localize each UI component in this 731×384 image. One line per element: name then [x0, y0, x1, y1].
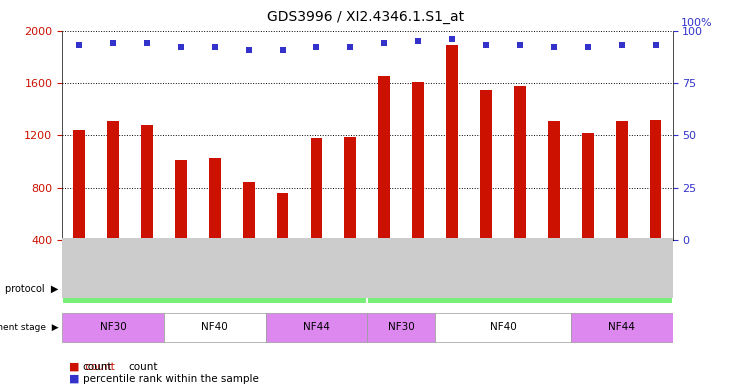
Bar [175, 160, 186, 240]
Text: NF30: NF30 [99, 322, 126, 333]
Text: NF44: NF44 [608, 322, 635, 333]
Bar [650, 120, 662, 240]
Text: count: count [83, 362, 112, 372]
Bar [276, 193, 289, 240]
Point [650, 42, 662, 48]
Bar [243, 182, 254, 240]
Bar [62, 313, 164, 342]
Bar [582, 133, 594, 240]
Point [243, 46, 254, 53]
Bar [514, 86, 526, 240]
Bar [311, 138, 322, 240]
Text: ■: ■ [69, 362, 80, 372]
Bar [164, 313, 265, 342]
Point [209, 45, 221, 51]
Text: 100%: 100% [681, 18, 713, 28]
Bar [446, 45, 458, 240]
Bar [344, 137, 356, 240]
Text: NF40: NF40 [201, 322, 228, 333]
Point [514, 42, 526, 48]
Point [446, 36, 458, 42]
Bar [62, 274, 367, 304]
Text: Rfx6 knockdown morpholino (MO1): Rfx6 knockdown morpholino (MO1) [123, 284, 306, 294]
Bar [141, 125, 153, 240]
Bar [367, 313, 435, 342]
Point [107, 40, 119, 46]
Text: percentile rank within the sample: percentile rank within the sample [83, 374, 259, 384]
Text: development stage  ▶: development stage ▶ [0, 323, 58, 332]
Text: protocol  ▶: protocol ▶ [5, 284, 58, 294]
Bar [412, 82, 424, 240]
Point [277, 46, 289, 53]
Text: ■  count: ■ count [69, 362, 115, 372]
Text: Control morpholino (MM): Control morpholino (MM) [455, 284, 585, 294]
Bar [379, 76, 390, 240]
Point [175, 45, 186, 51]
Bar [548, 121, 560, 240]
Bar [265, 313, 368, 342]
Point [616, 42, 627, 48]
Point [344, 45, 356, 51]
Point [412, 38, 424, 44]
Point [548, 45, 560, 51]
Text: NF40: NF40 [490, 322, 516, 333]
Bar [571, 313, 673, 342]
Bar [367, 274, 673, 304]
Text: count: count [128, 362, 157, 372]
Bar [435, 313, 571, 342]
Text: NF30: NF30 [388, 322, 414, 333]
Text: NF44: NF44 [303, 322, 330, 333]
Bar [480, 89, 492, 240]
Point [311, 45, 322, 51]
Point [379, 40, 390, 46]
Bar [209, 157, 221, 240]
Bar [616, 121, 628, 240]
Point [141, 40, 153, 46]
Point [480, 42, 492, 48]
Bar [107, 121, 119, 240]
Bar [73, 130, 85, 240]
Point [582, 45, 594, 51]
Point [73, 42, 85, 48]
Text: ■: ■ [69, 374, 80, 384]
Text: GDS3996 / XI2.4346.1.S1_at: GDS3996 / XI2.4346.1.S1_at [267, 10, 464, 23]
